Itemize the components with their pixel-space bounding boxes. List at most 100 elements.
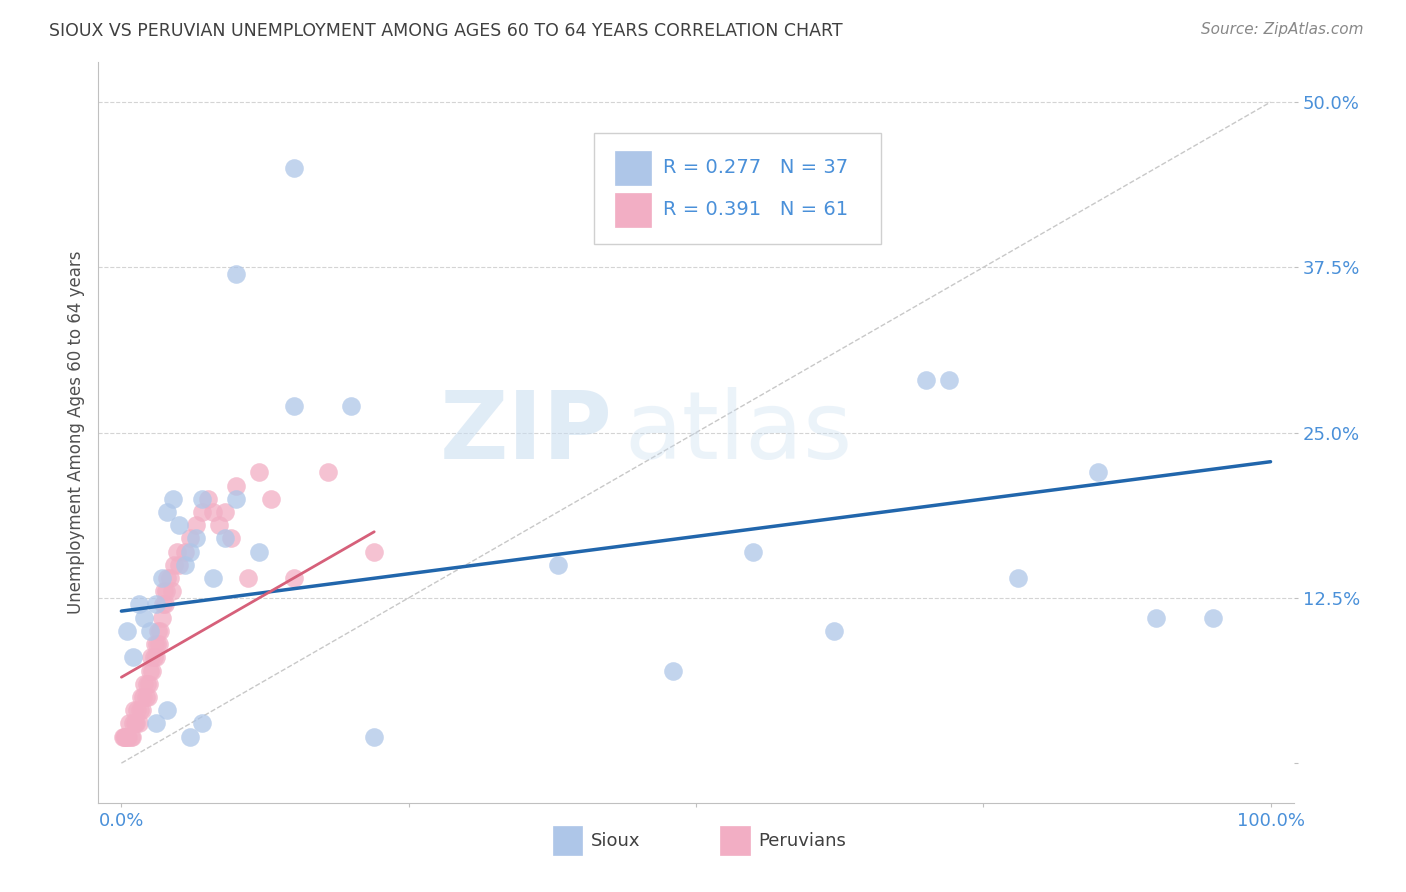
- Point: [179, 544, 201, 558]
- Point: [823, 624, 845, 638]
- Point: [219, 532, 242, 546]
- Point: [214, 505, 236, 519]
- Point: [153, 598, 176, 612]
- Point: [159, 571, 181, 585]
- Point: [363, 544, 385, 558]
- Point: [162, 491, 184, 506]
- Point: [163, 558, 186, 572]
- Point: [122, 650, 145, 665]
- Point: [160, 584, 183, 599]
- Point: [283, 571, 305, 585]
- Point: [166, 544, 188, 558]
- Point: [115, 730, 138, 744]
- Point: [236, 571, 259, 585]
- Point: [139, 624, 162, 638]
- Point: [167, 558, 190, 572]
- Point: [115, 730, 138, 744]
- Point: [128, 598, 150, 612]
- Text: ZIP: ZIP: [440, 386, 613, 479]
- Point: [283, 399, 305, 413]
- Point: [202, 571, 225, 585]
- Point: [316, 465, 339, 479]
- Point: [117, 730, 139, 744]
- Bar: [614, 193, 651, 227]
- Text: Source: ZipAtlas.com: Source: ZipAtlas.com: [1201, 22, 1364, 37]
- Point: [938, 373, 960, 387]
- Point: [125, 716, 148, 731]
- Point: [340, 399, 363, 413]
- Point: [143, 637, 166, 651]
- Point: [225, 478, 247, 492]
- Point: [150, 571, 173, 585]
- Bar: [553, 827, 582, 855]
- Point: [260, 491, 283, 506]
- Point: [134, 611, 156, 625]
- Point: [167, 518, 190, 533]
- Point: [128, 703, 150, 717]
- Point: [1144, 611, 1167, 625]
- Point: [247, 544, 270, 558]
- Point: [1202, 611, 1225, 625]
- Point: [124, 716, 146, 731]
- Point: [283, 161, 305, 176]
- Point: [191, 505, 214, 519]
- Point: [139, 664, 162, 678]
- Point: [145, 598, 167, 612]
- Point: [179, 730, 201, 744]
- Point: [120, 730, 142, 744]
- Point: [156, 571, 179, 585]
- Point: [112, 730, 135, 744]
- Point: [145, 650, 167, 665]
- Point: [662, 664, 685, 678]
- Point: [914, 373, 936, 387]
- Text: SIOUX VS PERUVIAN UNEMPLOYMENT AMONG AGES 60 TO 64 YEARS CORRELATION CHART: SIOUX VS PERUVIAN UNEMPLOYMENT AMONG AGE…: [49, 22, 842, 40]
- Text: R = 0.391   N = 61: R = 0.391 N = 61: [662, 201, 848, 219]
- Bar: [614, 151, 651, 185]
- Point: [129, 690, 152, 704]
- Point: [114, 730, 136, 744]
- Point: [138, 677, 160, 691]
- Point: [184, 532, 207, 546]
- Point: [155, 584, 177, 599]
- Point: [152, 598, 174, 612]
- Point: [111, 730, 134, 744]
- Point: [148, 624, 170, 638]
- Point: [122, 703, 145, 717]
- Point: [122, 716, 145, 731]
- Point: [141, 650, 163, 665]
- Point: [127, 703, 149, 717]
- Text: atlas: atlas: [624, 386, 852, 479]
- Point: [148, 637, 170, 651]
- Point: [547, 558, 569, 572]
- Point: [149, 624, 172, 638]
- Point: [146, 637, 169, 651]
- Point: [214, 532, 236, 546]
- Text: Peruvians: Peruvians: [758, 831, 846, 849]
- Point: [136, 690, 159, 704]
- Point: [191, 491, 214, 506]
- Point: [742, 544, 765, 558]
- Point: [197, 491, 219, 506]
- Point: [121, 730, 143, 744]
- Point: [208, 518, 231, 533]
- Point: [191, 716, 214, 731]
- Point: [156, 703, 179, 717]
- Point: [150, 611, 173, 625]
- Y-axis label: Unemployment Among Ages 60 to 64 years: Unemployment Among Ages 60 to 64 years: [66, 251, 84, 615]
- Point: [153, 584, 176, 599]
- Point: [1087, 465, 1109, 479]
- Text: R = 0.277   N = 37: R = 0.277 N = 37: [662, 158, 848, 178]
- Point: [141, 664, 163, 678]
- Point: [145, 716, 167, 731]
- Point: [225, 491, 247, 506]
- Point: [225, 267, 247, 281]
- FancyBboxPatch shape: [595, 133, 882, 244]
- Point: [173, 544, 195, 558]
- Point: [156, 505, 179, 519]
- Point: [135, 677, 157, 691]
- Bar: [720, 827, 749, 855]
- Point: [132, 690, 155, 704]
- Point: [134, 677, 156, 691]
- Point: [131, 703, 153, 717]
- Point: [135, 690, 157, 704]
